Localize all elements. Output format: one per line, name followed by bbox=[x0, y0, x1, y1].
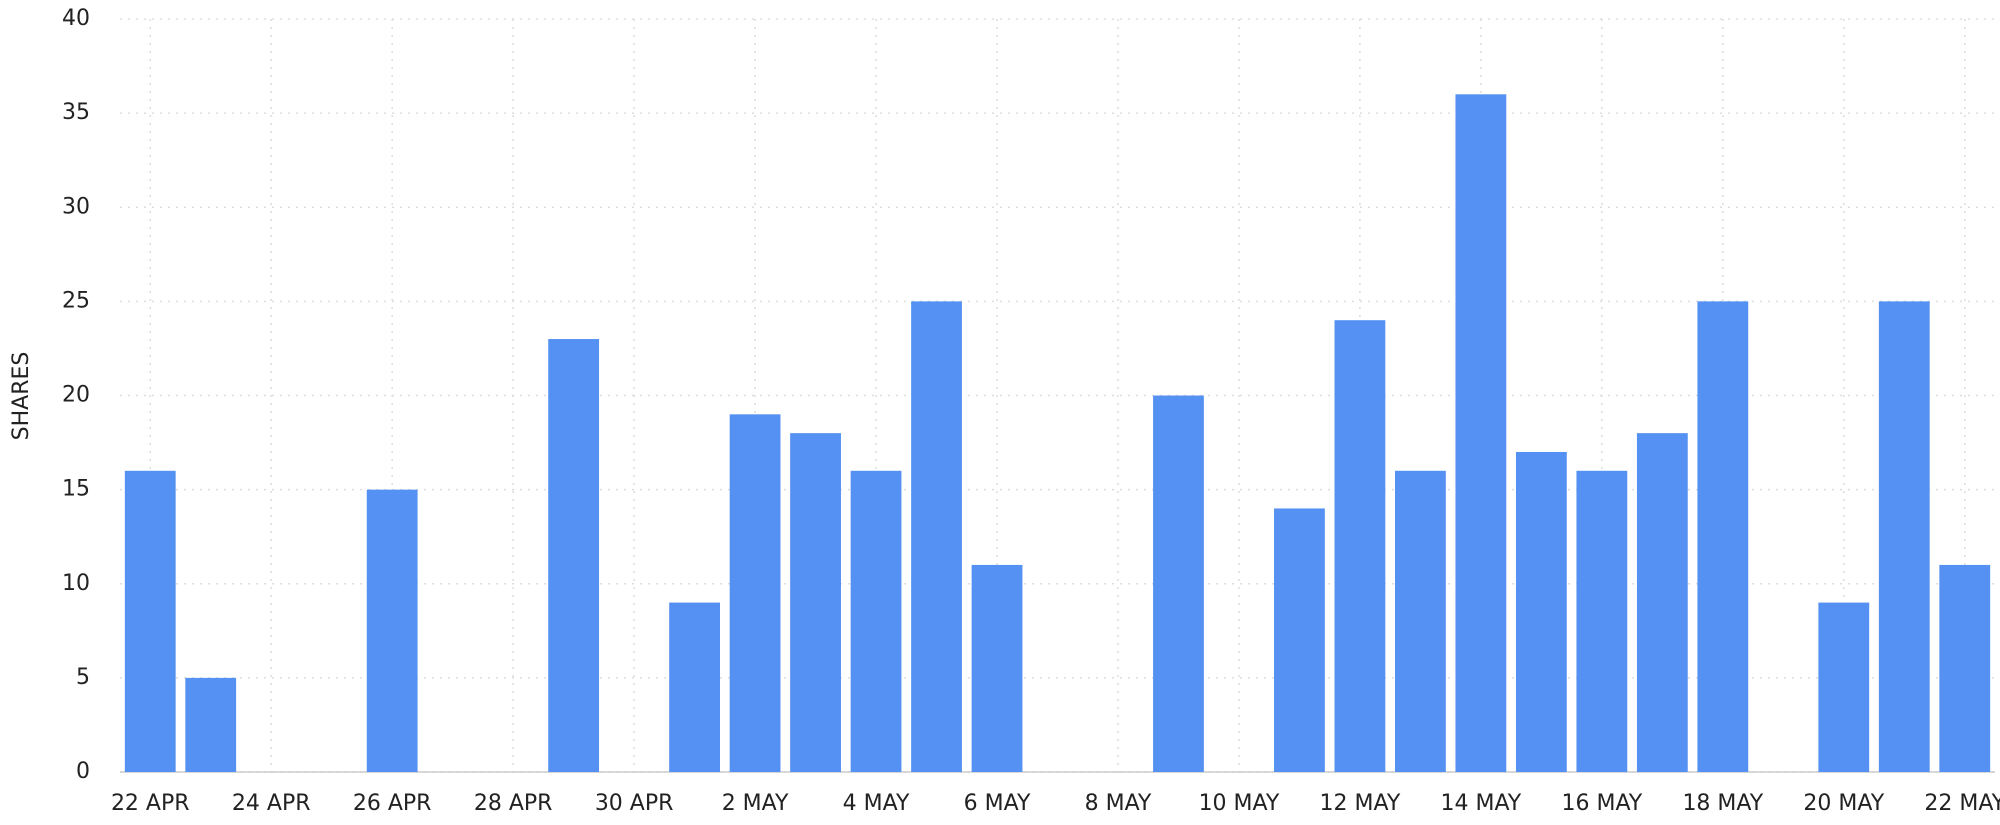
bar bbox=[790, 433, 841, 772]
bar bbox=[1153, 395, 1204, 772]
bar bbox=[850, 470, 902, 772]
x-tick-label: 30 APR bbox=[595, 791, 674, 816]
bar bbox=[548, 339, 600, 772]
x-tick-label: 8 MAY bbox=[1085, 791, 1152, 816]
x-tick-label: 24 APR bbox=[232, 791, 311, 816]
x-tick-label: 14 MAY bbox=[1441, 791, 1522, 816]
bar bbox=[124, 470, 176, 772]
y-tick-label: 30 bbox=[62, 194, 90, 219]
y-tick-label: 0 bbox=[76, 759, 90, 784]
bar bbox=[1636, 433, 1688, 772]
y-tick-label: 15 bbox=[62, 477, 90, 502]
bar bbox=[1878, 301, 1930, 772]
bar bbox=[1939, 564, 1991, 772]
y-tick-label: 10 bbox=[62, 571, 90, 596]
bar bbox=[1274, 508, 1325, 772]
y-tick-label: 5 bbox=[76, 665, 90, 690]
bar bbox=[1334, 320, 1386, 772]
bar bbox=[1576, 470, 1628, 772]
bar bbox=[185, 677, 237, 772]
x-tick-label: 4 MAY bbox=[843, 791, 910, 816]
x-tick-label: 12 MAY bbox=[1320, 791, 1401, 816]
x-tick-label: 2 MAY bbox=[722, 791, 789, 816]
y-tick-label: 35 bbox=[62, 100, 90, 125]
y-tick-label: 25 bbox=[62, 288, 90, 313]
y-axis-label: SHARES bbox=[9, 352, 34, 441]
bar bbox=[1455, 94, 1507, 773]
bar bbox=[911, 301, 962, 772]
y-tick-label: 40 bbox=[62, 6, 90, 31]
bar bbox=[1395, 470, 1446, 772]
bar bbox=[366, 489, 418, 772]
bar bbox=[669, 602, 720, 772]
x-tick-label: 16 MAY bbox=[1561, 791, 1642, 816]
y-tick-label: 20 bbox=[62, 383, 90, 408]
bar bbox=[1818, 602, 1870, 772]
x-tick-label: 6 MAY bbox=[964, 791, 1031, 816]
x-tick-label: 20 MAY bbox=[1803, 791, 1884, 816]
x-tick-label: 22 MAY bbox=[1924, 791, 2000, 816]
bar bbox=[971, 564, 1023, 772]
x-tick-label: 10 MAY bbox=[1199, 791, 1280, 816]
bar bbox=[1697, 301, 1749, 772]
x-tick-label: 26 APR bbox=[353, 791, 432, 816]
x-tick-label: 18 MAY bbox=[1682, 791, 1763, 816]
x-tick-label: 22 APR bbox=[111, 791, 190, 816]
x-tick-label: 28 APR bbox=[474, 791, 553, 816]
bar bbox=[1515, 451, 1567, 772]
bar bbox=[729, 414, 781, 772]
